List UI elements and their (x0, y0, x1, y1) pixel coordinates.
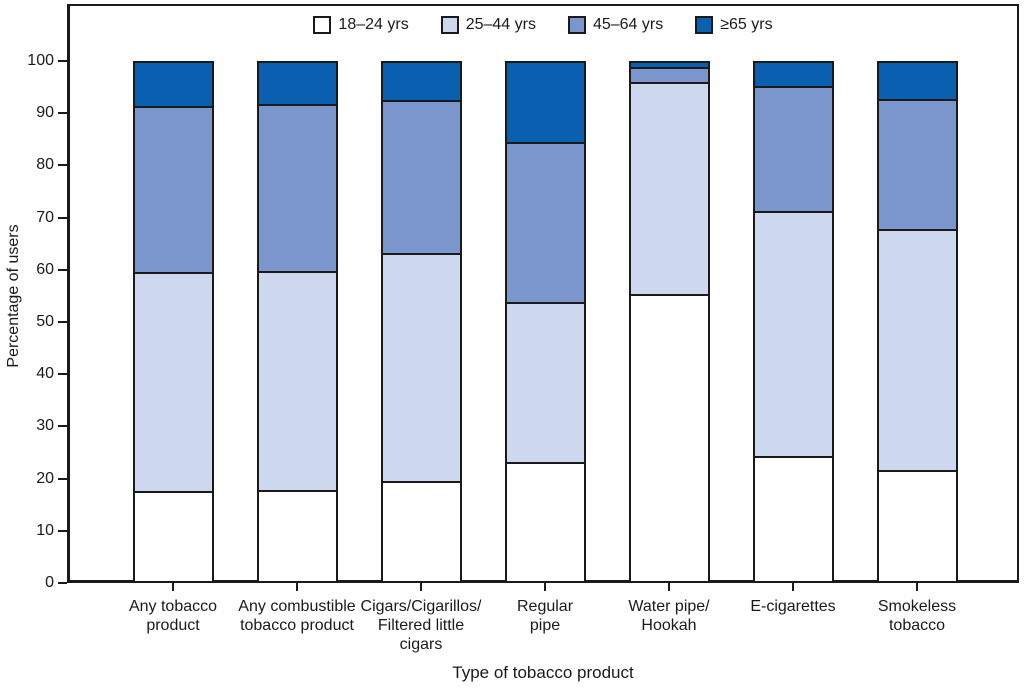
bar-segment (879, 229, 956, 470)
x-axis-category-label: Any tobacco product (128, 598, 218, 634)
bar-segment (879, 98, 956, 230)
legend-swatch-1-icon (313, 16, 332, 34)
legend-label: 25–44 yrs (465, 16, 536, 33)
bar-segment (383, 252, 460, 481)
legend-label: 45–64 yrs (592, 16, 664, 33)
y-axis-title: Percentage of users (5, 224, 22, 368)
y-axis-tick-label: 100 (27, 52, 54, 69)
bar-segment (631, 82, 708, 295)
y-axis-tick-label: 60 (36, 260, 54, 278)
y-axis-tick (58, 529, 67, 532)
y-axis-tick (58, 425, 67, 428)
x-axis-tick (172, 583, 174, 591)
bar-segment (383, 63, 460, 101)
x-axis-tick (544, 583, 546, 591)
legend-swatch-4-icon (695, 16, 714, 34)
bar-segment (755, 455, 832, 581)
bar-segment (259, 271, 336, 490)
x-axis-category-label: Regular pipe (516, 598, 574, 634)
legend-item: 25–44 yrs (440, 16, 536, 34)
y-axis-tick (58, 216, 67, 219)
bar-segment (507, 462, 584, 581)
bar-segment (755, 63, 832, 86)
bar-segment (631, 63, 708, 67)
bar-segment (383, 481, 460, 581)
legend-label: ≥65 yrs (720, 16, 773, 33)
x-axis-category-label: E-cigarettes (750, 598, 836, 615)
bar-segment (259, 63, 336, 105)
y-axis-tick-label: 80 (36, 156, 54, 174)
legend-label: 18–24 yrs (338, 16, 409, 33)
x-axis-category-label: Water pipe/ Hookah (628, 598, 710, 634)
y-axis-tick-label: 30 (36, 417, 54, 435)
bar-segment (135, 105, 212, 272)
y-axis-tick-label: 0 (45, 574, 54, 591)
bar (505, 61, 586, 583)
y-axis-tick-label: 70 (36, 208, 54, 226)
bar-segment (631, 294, 708, 581)
legend-swatch-3-icon (567, 16, 586, 34)
y-axis-tick (58, 112, 67, 115)
bar-segment (755, 85, 832, 212)
bar-segment (383, 100, 460, 253)
y-axis-tick (58, 60, 67, 62)
x-axis-tick (420, 583, 422, 591)
bar (629, 61, 710, 583)
bar-segment (507, 63, 584, 142)
x-axis-tick (668, 583, 670, 591)
y-axis-tick (58, 373, 67, 376)
y-axis-tick (58, 164, 67, 167)
bar-segment (755, 211, 832, 456)
bar-segment (259, 104, 336, 272)
legend-item: 45–64 yrs (567, 16, 664, 34)
y-axis-tick (58, 268, 67, 271)
bar-segment (879, 63, 956, 99)
bar (877, 61, 958, 583)
bar-segment (631, 66, 708, 83)
y-axis-tick-label: 10 (36, 521, 54, 539)
x-axis-category-label: Smokeless tobacco (877, 598, 957, 634)
bar-segment (879, 469, 956, 581)
bar-segment (135, 271, 212, 491)
x-axis-category-label: Cigars/Cigarillos/ Filtered little cigar… (360, 598, 482, 653)
y-axis-tick (58, 477, 67, 480)
y-axis-tick-label: 50 (36, 313, 54, 330)
legend-swatch-2-icon (440, 16, 459, 34)
bar-segment (259, 489, 336, 581)
y-axis-tick-label: 90 (36, 104, 54, 122)
legend: 18–24 yrs 25–44 yrs 45–64 yrs ≥65 yrs (67, 16, 1019, 34)
legend-item: 18–24 yrs (313, 16, 409, 34)
bar-segment (507, 141, 584, 303)
y-axis-tick (58, 582, 67, 584)
x-axis-tick (296, 583, 298, 591)
y-axis-tick (58, 321, 67, 323)
x-axis-category-label: Any combustible tobacco product (238, 598, 356, 634)
y-axis-tick-label: 20 (36, 469, 54, 487)
x-axis-tick (916, 583, 918, 591)
bar (381, 61, 462, 583)
bar-segment (135, 63, 212, 106)
bar (257, 61, 338, 583)
bar (753, 61, 834, 583)
bar-segment (135, 490, 212, 581)
y-axis-tick-label: 40 (36, 365, 54, 383)
x-axis-title: Type of tobacco product (452, 663, 634, 682)
legend-item: ≥65 yrs (695, 16, 773, 34)
x-axis-tick (792, 583, 794, 591)
bar-segment (507, 302, 584, 463)
bar (133, 61, 214, 583)
